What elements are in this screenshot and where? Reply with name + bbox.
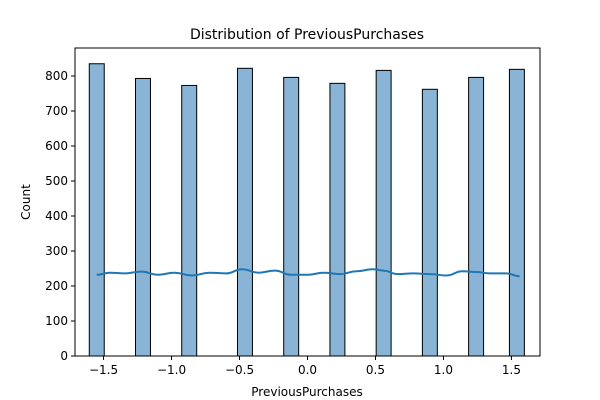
y-axis-label: Count xyxy=(19,184,33,220)
x-tick-label: 0.0 xyxy=(298,363,317,377)
chart-title: Distribution of PreviousPurchases xyxy=(190,27,424,43)
histogram-bar xyxy=(421,88,438,357)
y-tick-label: 100 xyxy=(45,314,68,328)
histogram-bar xyxy=(468,76,485,357)
histogram-bar xyxy=(375,69,392,357)
y-tick-label: 200 xyxy=(45,279,68,293)
kde-group xyxy=(96,268,520,278)
histogram-bar xyxy=(329,82,346,357)
plot-frame xyxy=(74,47,541,357)
x-tick-label: −1.0 xyxy=(157,363,186,377)
y-tick-label: 600 xyxy=(45,139,68,153)
histogram-bar xyxy=(283,76,300,357)
histogram-bar xyxy=(135,77,151,357)
bars-group xyxy=(88,63,525,357)
x-tick-label: 1.0 xyxy=(434,363,453,377)
y-tick-label: 400 xyxy=(45,209,68,223)
y-ticks-group: 0 100 200 300 400 500 600 700 800 xyxy=(45,69,75,363)
y-tick-label: 300 xyxy=(45,244,68,258)
y-tick-label: 0 xyxy=(60,349,68,363)
kde-line xyxy=(96,268,520,278)
x-tick-label: 1.5 xyxy=(502,363,521,377)
histogram-bar xyxy=(236,67,253,357)
histogram-bar xyxy=(508,68,525,357)
histogram-bar xyxy=(88,63,105,357)
x-ticks-group: −1.5 −1.0 −0.5 0.0 0.5 1.0 1.5 xyxy=(89,356,521,377)
y-tick-label: 700 xyxy=(45,104,68,118)
histogram-bar xyxy=(181,84,198,357)
x-tick-label: −0.5 xyxy=(225,363,254,377)
x-tick-label: −1.5 xyxy=(89,363,118,377)
x-tick-label: 0.5 xyxy=(366,363,385,377)
y-tick-label: 800 xyxy=(45,69,68,83)
x-axis-label: PreviousPurchases xyxy=(251,385,362,399)
y-tick-label: 500 xyxy=(45,174,68,188)
